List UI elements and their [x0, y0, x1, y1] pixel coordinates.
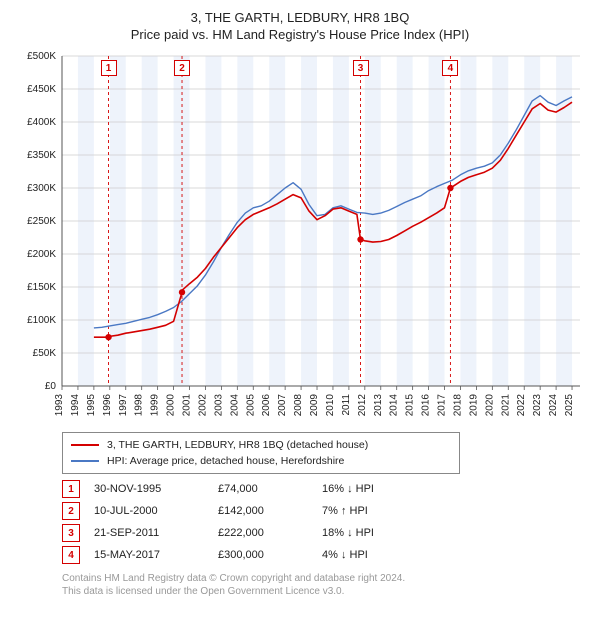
legend-label-hpi: HPI: Average price, detached house, Here… [107, 455, 344, 467]
svg-text:2015: 2015 [405, 394, 416, 417]
svg-text:£250K: £250K [27, 216, 56, 227]
svg-text:£150K: £150K [27, 282, 56, 293]
transaction-diff: 18% ↓ HPI [322, 527, 412, 539]
svg-text:2023: 2023 [532, 394, 543, 417]
svg-text:2003: 2003 [213, 394, 224, 417]
legend: 3, THE GARTH, LEDBURY, HR8 1BQ (detached… [62, 432, 460, 474]
chart-marker-badge: 3 [353, 60, 369, 76]
attribution-line-2: This data is licensed under the Open Gov… [62, 585, 586, 598]
legend-swatch-price-paid [71, 444, 99, 446]
svg-text:2002: 2002 [197, 394, 208, 417]
chart-subtitle: Price paid vs. HM Land Registry's House … [14, 27, 586, 42]
transaction-row: 2 10-JUL-2000 £142,000 7% ↑ HPI [62, 500, 522, 522]
attribution-line-1: Contains HM Land Registry data © Crown c… [62, 572, 586, 585]
svg-text:1997: 1997 [118, 394, 129, 417]
chart-marker-badge: 1 [101, 60, 117, 76]
svg-text:2020: 2020 [484, 394, 495, 417]
chart-title: 3, THE GARTH, LEDBURY, HR8 1BQ [14, 10, 586, 25]
transaction-date: 10-JUL-2000 [94, 505, 204, 517]
svg-text:2013: 2013 [373, 394, 384, 417]
transaction-date: 15-MAY-2017 [94, 549, 204, 561]
transaction-date: 21-SEP-2011 [94, 527, 204, 539]
svg-text:2022: 2022 [516, 394, 527, 417]
svg-text:2009: 2009 [309, 394, 320, 417]
transaction-date: 30-NOV-1995 [94, 483, 204, 495]
svg-text:1994: 1994 [70, 394, 81, 417]
transaction-price: £142,000 [218, 505, 308, 517]
svg-text:£0: £0 [45, 381, 57, 392]
transaction-diff: 4% ↓ HPI [322, 549, 412, 561]
transactions-table: 1 30-NOV-1995 £74,000 16% ↓ HPI 2 10-JUL-2000… [62, 478, 522, 566]
transaction-row: 4 15-MAY-2017 £300,000 4% ↓ HPI [62, 544, 522, 566]
svg-text:1993: 1993 [54, 394, 65, 417]
svg-text:2018: 2018 [452, 394, 463, 417]
svg-text:2019: 2019 [468, 394, 479, 417]
transaction-badge: 2 [62, 502, 80, 520]
transaction-price: £74,000 [218, 483, 308, 495]
transaction-badge: 4 [62, 546, 80, 564]
svg-text:2001: 2001 [182, 394, 193, 417]
svg-text:£450K: £450K [27, 84, 56, 95]
svg-text:£400K: £400K [27, 117, 56, 128]
svg-text:£100K: £100K [27, 315, 56, 326]
svg-text:2008: 2008 [293, 394, 304, 417]
svg-text:2016: 2016 [421, 394, 432, 417]
transaction-diff: 7% ↑ HPI [322, 505, 412, 517]
chart-marker-badge: 4 [442, 60, 458, 76]
transaction-price: £222,000 [218, 527, 308, 539]
transaction-row: 3 21-SEP-2011 £222,000 18% ↓ HPI [62, 522, 522, 544]
svg-text:£350K: £350K [27, 150, 56, 161]
svg-text:2021: 2021 [500, 394, 511, 417]
svg-text:1999: 1999 [150, 394, 161, 417]
svg-text:2000: 2000 [166, 394, 177, 417]
svg-text:2005: 2005 [245, 394, 256, 417]
svg-text:2024: 2024 [548, 394, 559, 417]
svg-text:£50K: £50K [33, 348, 57, 359]
transaction-price: £300,000 [218, 549, 308, 561]
svg-text:2006: 2006 [261, 394, 272, 417]
svg-text:2014: 2014 [389, 394, 400, 417]
transaction-diff: 16% ↓ HPI [322, 483, 412, 495]
transaction-row: 1 30-NOV-1995 £74,000 16% ↓ HPI [62, 478, 522, 500]
svg-text:£300K: £300K [27, 183, 56, 194]
svg-text:2004: 2004 [229, 394, 240, 417]
svg-text:1995: 1995 [86, 394, 97, 417]
attribution: Contains HM Land Registry data © Crown c… [62, 572, 586, 598]
svg-text:1996: 1996 [102, 394, 113, 417]
plot-area: £0 £50K £100K £150K £200K £250K £300K £350K £400… [14, 48, 586, 428]
svg-text:2010: 2010 [325, 394, 336, 417]
transaction-badge: 3 [62, 524, 80, 542]
svg-text:£500K: £500K [27, 51, 56, 62]
legend-item-price-paid: 3, THE GARTH, LEDBURY, HR8 1BQ (detached… [71, 437, 451, 453]
svg-text:2011: 2011 [341, 394, 352, 416]
legend-swatch-hpi [71, 460, 99, 462]
chart-marker-badge: 2 [174, 60, 190, 76]
svg-text:£200K: £200K [27, 249, 56, 260]
line-chart: £0 £50K £100K £150K £200K £250K £300K £350K £400… [14, 48, 586, 428]
transaction-badge: 1 [62, 480, 80, 498]
svg-text:2007: 2007 [277, 394, 288, 417]
svg-text:2017: 2017 [437, 394, 448, 417]
svg-text:2012: 2012 [357, 394, 368, 417]
legend-item-hpi: HPI: Average price, detached house, Here… [71, 453, 451, 469]
svg-text:2025: 2025 [564, 394, 575, 417]
legend-label-price-paid: 3, THE GARTH, LEDBURY, HR8 1BQ (detached… [107, 439, 368, 451]
svg-text:1998: 1998 [134, 394, 145, 417]
